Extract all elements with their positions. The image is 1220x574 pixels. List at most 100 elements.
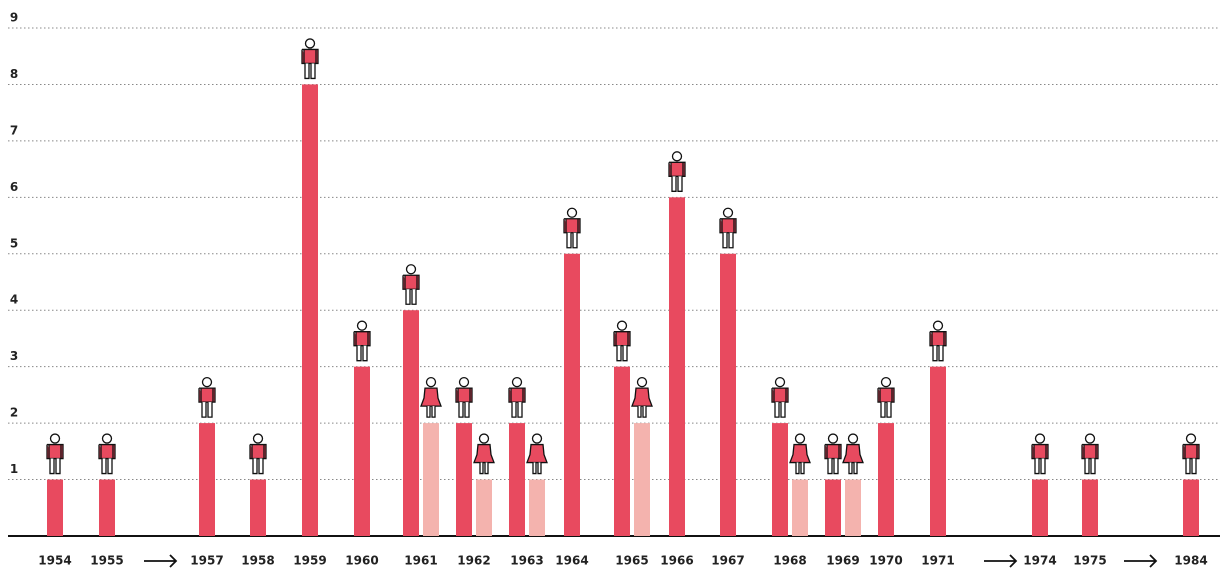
woman-icon: [789, 433, 811, 475]
icon-body: [613, 331, 631, 347]
icon-legs: [566, 232, 578, 249]
y-tick-label: 2: [10, 406, 18, 420]
woman-icon: [631, 376, 653, 418]
icon-head: [425, 376, 437, 388]
man-icon: [508, 376, 526, 418]
icon-head: [827, 433, 839, 444]
x-tick-label: 1970: [869, 554, 902, 568]
icon-body: [929, 331, 947, 347]
bar: [199, 423, 215, 536]
icon-body: [46, 443, 64, 460]
bar: [930, 366, 946, 536]
icon-body: [771, 387, 789, 403]
icon-legs: [405, 289, 417, 305]
icon-body: [824, 443, 842, 460]
woman-icon: [526, 433, 548, 475]
bar: [1032, 479, 1048, 536]
man-icon: [1081, 433, 1099, 475]
icon-head: [794, 433, 806, 444]
icon-legs: [1034, 458, 1046, 475]
man-icon: [771, 376, 789, 418]
icon-head: [1084, 433, 1096, 444]
icon-head: [774, 376, 786, 388]
bar: [476, 479, 492, 536]
icon-head: [49, 433, 61, 444]
icon-body: [877, 387, 895, 403]
icon-head: [304, 38, 316, 49]
icon-legs: [616, 345, 628, 362]
x-tick-label: 1954: [38, 554, 71, 568]
y-tick-label: 4: [10, 293, 18, 307]
icon-head: [478, 433, 490, 444]
bar: [423, 423, 439, 536]
bar: [878, 423, 894, 536]
x-tick-label: 1958: [241, 554, 274, 568]
icon-legs: [637, 406, 647, 418]
icon-body: [402, 274, 420, 290]
icon-body: [473, 443, 495, 464]
bar: [669, 197, 685, 537]
man-icon: [46, 433, 64, 475]
icon-legs: [101, 458, 113, 475]
x-tick-label: 1961: [404, 554, 437, 568]
x-tick-label: 1971: [921, 554, 954, 568]
icon-head: [356, 320, 368, 331]
man-icon: [668, 151, 686, 192]
woman-icon: [473, 433, 495, 475]
icon-legs: [722, 232, 734, 249]
icon-legs: [201, 402, 213, 418]
x-tick-label: 1975: [1073, 554, 1106, 568]
icon-head: [511, 376, 523, 388]
icon-body: [631, 387, 653, 407]
x-tick-label: 1965: [615, 554, 648, 568]
y-tick-label: 5: [10, 236, 18, 250]
icon-legs: [532, 462, 542, 475]
icon-legs: [1185, 458, 1197, 475]
man-icon: [824, 433, 842, 475]
bar: [529, 479, 545, 536]
bar: [509, 423, 525, 536]
y-tick-label: 1: [10, 462, 18, 476]
bar: [47, 479, 63, 536]
man-icon: [1031, 433, 1049, 475]
icon-head: [847, 433, 859, 444]
icon-body: [789, 443, 811, 464]
icon-body: [1081, 443, 1099, 460]
man-icon: [98, 433, 116, 475]
y-tick-label: 9: [10, 11, 18, 25]
icon-body: [526, 443, 548, 464]
bar: [250, 479, 266, 536]
woman-icon: [420, 376, 442, 418]
icon-legs: [458, 402, 470, 418]
icon-legs: [932, 345, 944, 362]
icon-body: [668, 161, 686, 177]
icon-legs: [1084, 458, 1096, 475]
x-tick-label: 1969: [826, 554, 859, 568]
bar: [456, 423, 472, 536]
bar: [614, 366, 630, 536]
x-tick-label: 1959: [293, 554, 326, 568]
icon-legs: [848, 462, 858, 475]
icon-head: [722, 207, 734, 218]
man-icon: [249, 433, 267, 475]
icon-legs: [827, 458, 839, 475]
bar: [1082, 479, 1098, 536]
icon-legs: [511, 402, 523, 418]
icon-body: [353, 331, 371, 347]
bar: [302, 84, 318, 536]
icon-body: [508, 387, 526, 403]
x-tick-label: 1960: [345, 554, 378, 568]
icon-legs: [671, 176, 683, 192]
gap-arrow: [144, 554, 178, 568]
icon-body: [842, 443, 864, 464]
x-tick-label: 1957: [190, 554, 223, 568]
icon-head: [932, 320, 944, 331]
bar: [403, 310, 419, 536]
man-icon: [563, 207, 581, 249]
y-tick-label: 8: [10, 67, 18, 81]
bar: [792, 479, 808, 536]
gap-arrow: [984, 554, 1018, 568]
icon-legs: [356, 345, 368, 362]
gap-arrow: [1124, 554, 1158, 568]
